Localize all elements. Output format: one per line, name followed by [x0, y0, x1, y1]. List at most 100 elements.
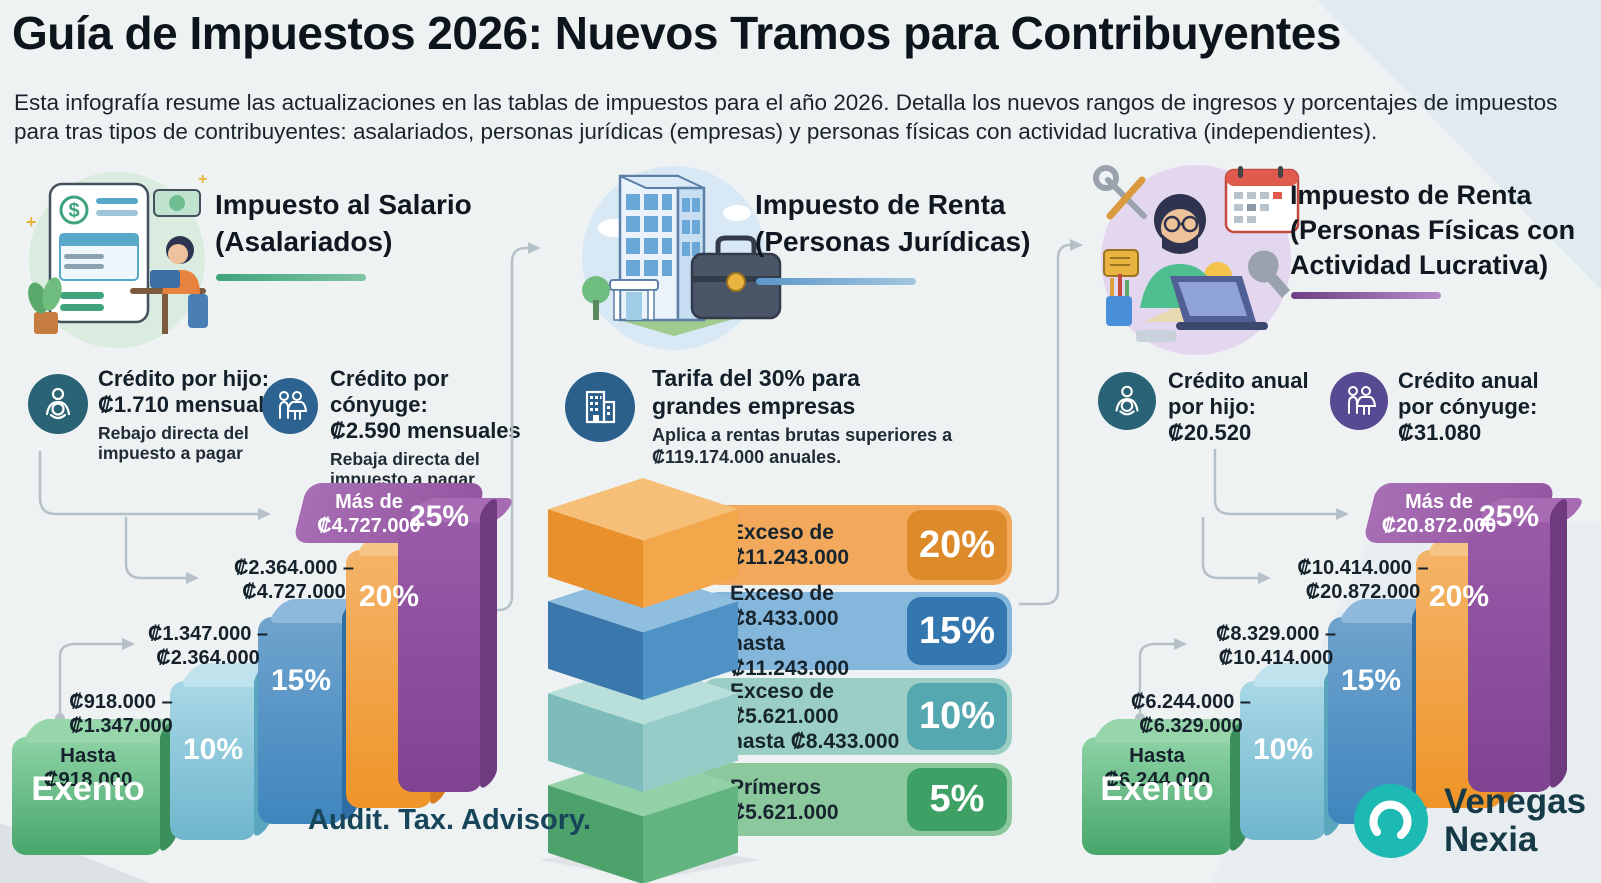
personal-bracket3-line2: ₡20.872.000	[1305, 581, 1421, 603]
note-title-line2: grandes empresas	[652, 393, 856, 419]
personal-bracket4-line1: Más de	[1405, 491, 1473, 513]
salary-bracket2-line1: ₡1.347.000 –	[147, 623, 269, 645]
section3-underline	[1291, 292, 1441, 299]
section3-title: Impuesto de Renta (Personas Físicas con …	[1290, 178, 1590, 283]
credit-spouse-annual: Crédito anual por cónyuge: ₡31.080	[1398, 368, 1578, 446]
section2-title-line1: Impuesto de Renta	[755, 189, 1006, 220]
note-title-line1: Tarifa del 30% para	[652, 365, 860, 391]
salary-bracket4-rate: 25%	[408, 500, 470, 533]
annual-child-credit-icon	[1098, 372, 1156, 430]
nexia-swirl-icon	[1354, 784, 1428, 858]
salary-bracket3-line2: ₡4.727.000	[242, 581, 346, 603]
personal-bracket2-rate: 15%	[1340, 664, 1402, 697]
firm-tagline: Audit. Tax. Advisory.	[308, 804, 592, 836]
personal-bracket0-rate: Exento	[1100, 770, 1214, 808]
credit-spouse-title: Crédito por cónyuge:	[330, 366, 449, 417]
corp-row-10-label2: hasta ₡8.433.000	[730, 730, 900, 753]
personal-bracket4-rate: 25%	[1478, 500, 1540, 533]
salary-bracket2-range: ₡1.347.000 – ₡2.364.000	[142, 622, 274, 670]
corp-row-10-label1: Exceso de ₡5.621.000	[730, 680, 839, 728]
credit-child-annual-amount: ₡20.520	[1168, 420, 1252, 445]
personal-bar-10	[1240, 681, 1326, 840]
personal-bracket2-line2: ₡10.414.000	[1218, 647, 1334, 669]
salary-bracket1-line1: ₡918.000 –	[69, 691, 173, 713]
salary-bracket1-range: ₡918.000 – ₡1.347.000	[55, 690, 187, 738]
credit-child-annual-line2: por hijo:	[1168, 394, 1256, 419]
salary-bar-exento	[12, 737, 162, 855]
office-building-icon	[565, 372, 635, 442]
brand-name-line2: Nexia	[1444, 820, 1538, 859]
corp-row-20: Exceso de ₡11.243.000 20%	[700, 505, 1012, 585]
credit-spouse-salary: Crédito por cónyuge: ₡2.590 mensuales Re…	[330, 366, 540, 489]
credit-spouse-amount: ₡2.590 mensuales	[330, 418, 521, 443]
personal-bracket3-range: ₡10.414.000 – ₡20.872.000	[1292, 556, 1434, 604]
salary-bracket4-range: Más de ₡4.727.000	[302, 490, 436, 538]
page-subtitle: Esta infografía resume las actualizacion…	[14, 90, 1558, 144]
corp-row-20-label: Exceso de ₡11.243.000	[730, 521, 850, 569]
corp-row-10-rate: 10%	[907, 683, 1007, 750]
svg-text:+: +	[26, 212, 37, 232]
salary-bracket4-line2: ₡4.727.000	[317, 515, 421, 537]
corporate-illustration	[582, 166, 782, 350]
brand-lockup: Venegas Nexia	[1352, 782, 1586, 860]
large-company-note: Tarifa del 30% para grandes empresas Apl…	[652, 364, 982, 468]
section3-title-line1: Impuesto de Renta	[1290, 180, 1532, 210]
credit-child-annual: Crédito anual por hijo: ₡20.520	[1168, 368, 1328, 446]
note-body-line1: Aplica a rentas brutas superiores a	[652, 425, 953, 445]
annual-couple-credit-icon	[1330, 372, 1388, 430]
section3-title-line3: Actividad Lucrativa)	[1290, 250, 1549, 280]
section1-title: Impuesto al Salario (Asalariados)	[215, 186, 505, 260]
svg-text:+: +	[198, 171, 207, 188]
salary-bar-25	[398, 516, 482, 792]
personal-bracket4-line2: ₡20.872.000	[1381, 515, 1497, 537]
section1-underline	[216, 274, 366, 281]
corp-row-15-label2: hasta ₡11.243.000	[730, 632, 850, 680]
credit-child-note1: Rebajo directa del	[98, 423, 249, 443]
brand-name-line1: Venegas	[1444, 782, 1587, 821]
salary-bracket0-range: Hasta ₡918.000	[43, 744, 133, 791]
salary-bracket3-rate: 20%	[358, 580, 420, 613]
salary-bracket1-rate: 10%	[182, 733, 244, 766]
salary-illustration: $ + +	[26, 171, 208, 348]
salary-bracket2-line2: ₡2.364.000	[156, 647, 260, 669]
salary-bracket0-rate: Exento	[31, 770, 145, 808]
corp-row-10: Exceso de ₡5.621.000 hasta ₡8.433.000 10…	[700, 678, 1012, 755]
connector-left-to-20	[124, 516, 188, 580]
couple-icon	[262, 378, 318, 434]
salary-bracket2-rate: 15%	[270, 664, 332, 697]
corp-row-20-rate: 20%	[907, 510, 1007, 580]
section2-underline	[756, 278, 916, 285]
salary-bracket3-line1: ₡2.364.000 –	[233, 557, 355, 579]
section2-title: Impuesto de Renta (Personas Jurídicas)	[755, 186, 1055, 260]
credit-spouse-note1: Rebaja directa del	[330, 449, 480, 469]
credit-child-title: Crédito por hijo:	[98, 366, 270, 391]
page-title: Guía de Impuestos 2026: Nuevos Tramos pa…	[12, 7, 1341, 59]
section2-title-line2: (Personas Jurídicas)	[755, 226, 1031, 257]
personal-bracket2-range: ₡8.329.000 – ₡10.414.000	[1208, 622, 1344, 670]
corp-row-5-rate: 5%	[907, 768, 1007, 831]
corp-row-15-label1: Exceso de ₡8.433.000	[730, 582, 839, 630]
cube-5	[548, 754, 738, 883]
corp-row-5-label: Prímeros ₡5.621.000	[730, 775, 839, 824]
personal-bracket2-line1: ₡8.329.000 –	[1215, 623, 1337, 645]
brand-name: Venegas Nexia	[1444, 783, 1586, 859]
credit-child-amount: ₡1.710 mensuales	[98, 392, 289, 417]
section1-title-line1: Impuesto al Salario	[215, 189, 472, 220]
freelancer-illustration	[1093, 165, 1300, 355]
connector-right-to-25	[1213, 448, 1338, 516]
section3-title-line2: (Personas Físicas con	[1290, 215, 1576, 245]
personal-bracket3-line1: ₡10.414.000 –	[1297, 557, 1429, 579]
personal-bar-exento	[1082, 737, 1232, 855]
personal-bracket1-rate: 10%	[1252, 733, 1314, 766]
personal-bracket4-range: Más de ₡20.872.000	[1372, 490, 1506, 538]
personal-bracket1-range: ₡6.244.000 – ₡6.329.000	[1125, 690, 1257, 738]
parent-with-child-icon	[28, 374, 88, 434]
credit-spouse-annual-amount: ₡31.080	[1398, 420, 1482, 445]
personal-bracket0-range: Hasta ₡6.244.000	[1103, 744, 1210, 791]
credit-child-salary: Crédito por hijo: ₡1.710 mensuales Rebaj…	[98, 366, 298, 463]
cube-20	[548, 478, 738, 608]
credit-child-annual-line1: Crédito anual	[1168, 368, 1309, 393]
note-body-line2: ₡119.174.000 anuales.	[652, 447, 842, 467]
salary-bracket1-line2: ₡1.347.000	[69, 715, 173, 737]
